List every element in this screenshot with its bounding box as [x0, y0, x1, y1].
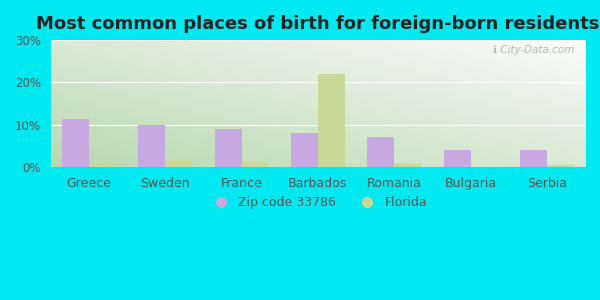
Bar	[62, 118, 89, 167]
Bar	[394, 164, 421, 167]
Bar	[318, 74, 344, 167]
Bar	[89, 164, 116, 167]
Bar	[291, 133, 318, 167]
Text: ℹ City-Data.com: ℹ City-Data.com	[493, 45, 574, 55]
Bar	[215, 129, 242, 167]
Bar	[444, 150, 470, 167]
Bar	[165, 160, 192, 167]
Title: Most common places of birth for foreign-born residents: Most common places of birth for foreign-…	[36, 15, 599, 33]
Legend: Zip code 33786, Florida: Zip code 33786, Florida	[203, 191, 433, 214]
Bar	[242, 162, 268, 167]
Bar	[520, 150, 547, 167]
Bar	[367, 137, 394, 167]
Bar	[547, 165, 574, 167]
Bar	[139, 125, 165, 167]
